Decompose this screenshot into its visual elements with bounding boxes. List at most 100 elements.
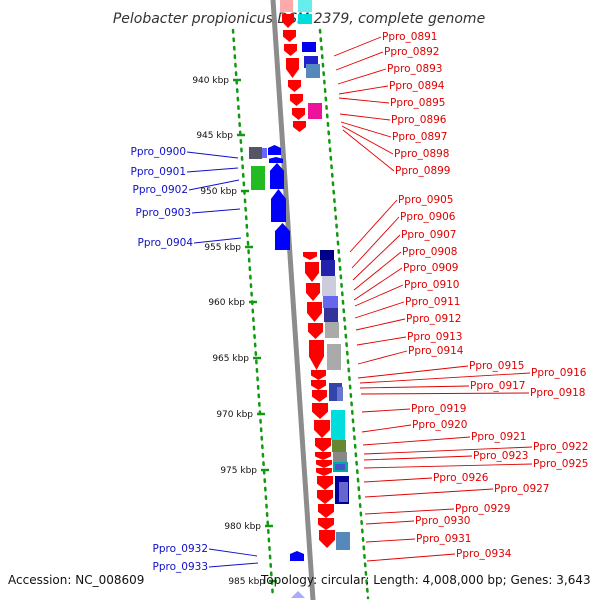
gene-label[interactable]: Ppro_0908 (402, 246, 457, 258)
ruler-tick-label: 950 kbp (200, 187, 237, 197)
gene-block (322, 276, 336, 296)
kbp-ruler: 940 kbp 945 kbp 950 kbp 955 kbp 960 kbp 965 k… (192, 76, 277, 587)
gene-label[interactable]: Ppro_0929 (455, 503, 510, 515)
ruler-tick-label: 975 kbp (220, 466, 257, 476)
forward-gene-arrow (282, 14, 294, 28)
reverse-gene-arrow (270, 163, 284, 189)
forward-gene-arrow (316, 468, 332, 476)
leader-line (340, 121, 392, 138)
gene-label[interactable]: Ppro_0899 (395, 165, 450, 177)
gene-labels: Ppro_0891 Ppro_0892 Ppro_0893 Ppro_0894 Ppro… (131, 31, 589, 573)
gene-label[interactable]: Ppro_0893 (387, 63, 442, 75)
gene-block (336, 532, 350, 550)
gene-label[interactable]: Ppro_0930 (415, 515, 470, 527)
gene-block (325, 322, 339, 338)
dotted-tracks (231, 28, 370, 600)
leader-line (186, 151, 239, 159)
gene-label[interactable]: Ppro_0895 (390, 97, 445, 109)
ruler-tick-label: 945 kbp (196, 131, 233, 141)
leader-line (359, 385, 470, 389)
gene-block (323, 296, 338, 308)
leader-line (364, 508, 455, 515)
ruler-tick-label: 965 kbp (212, 354, 249, 364)
leader-line (335, 51, 384, 71)
gene-block (306, 64, 320, 78)
gene-label[interactable]: Ppro_0922 (533, 441, 588, 453)
forward-gene-arrow (311, 380, 326, 390)
gene-label[interactable]: Ppro_0934 (456, 548, 512, 560)
forward-gene-arrow (308, 323, 323, 339)
forward-gene-arrow (293, 121, 306, 132)
gene-label[interactable]: Ppro_0913 (407, 331, 462, 343)
ruler-tick-label: 985 kbp (228, 577, 265, 587)
forward-gene-arrow (317, 490, 333, 504)
genome-backbone (270, 0, 316, 600)
leader-line (365, 538, 416, 543)
gene-label[interactable]: Ppro_0901 (131, 166, 186, 178)
gene-label[interactable]: Ppro_0916 (531, 367, 587, 379)
gene-label[interactable]: Ppro_0903 (136, 207, 191, 219)
forward-gene-arrow (316, 460, 332, 468)
gene-label[interactable]: Ppro_0931 (416, 533, 471, 545)
forward-gene-arrow (307, 302, 322, 322)
reverse-gene-arrow (275, 223, 290, 250)
gene-label[interactable]: Ppro_0914 (408, 345, 464, 357)
gene-label[interactable]: Ppro_0918 (530, 387, 585, 399)
gene-label[interactable]: Ppro_0927 (494, 483, 549, 495)
gene-block (337, 387, 343, 401)
gene-block (302, 42, 316, 52)
leader-line (361, 424, 412, 433)
gene-label[interactable]: Ppro_0912 (406, 313, 461, 325)
gene-label[interactable]: Ppro_0907 (401, 229, 456, 241)
reverse-gene-arrow (291, 591, 305, 598)
forward-gene-arrow (286, 58, 299, 78)
gene-label[interactable]: Ppro_0905 (398, 194, 453, 206)
leader-line (354, 284, 404, 307)
gene-label[interactable]: Ppro_0897 (392, 131, 447, 143)
gene-label[interactable]: Ppro_0917 (470, 380, 525, 392)
gene-label[interactable]: Ppro_0904 (138, 237, 194, 249)
gene-label[interactable]: Ppro_0892 (384, 46, 439, 58)
gene-block (262, 148, 267, 158)
gene-label[interactable]: Ppro_0900 (131, 146, 186, 158)
leader-line (363, 446, 533, 455)
leader-line (186, 167, 239, 173)
leader-line (208, 562, 259, 568)
gene-label[interactable]: Ppro_0932 (153, 543, 208, 555)
gene-block (335, 464, 345, 470)
gene-block (339, 482, 348, 502)
label-leader-lines (186, 36, 533, 568)
gene-label[interactable]: Ppro_0896 (391, 114, 447, 126)
gene-block (332, 440, 346, 452)
leader-line (363, 477, 433, 483)
gene-label[interactable]: Ppro_0902 (133, 184, 188, 196)
gene-label[interactable]: Ppro_0911 (405, 296, 460, 308)
gene-block (321, 260, 335, 276)
gene-block (298, 14, 312, 24)
forward-gene-arrow (315, 438, 331, 452)
gene-label[interactable]: Ppro_0909 (403, 262, 458, 274)
gene-label[interactable]: Ppro_0894 (389, 80, 445, 92)
gene-label[interactable]: Ppro_0919 (411, 403, 466, 415)
forward-gene-arrow (317, 476, 333, 490)
gene-label[interactable]: Ppro_0910 (404, 279, 459, 291)
gene-glyphs (249, 0, 350, 598)
gene-label[interactable]: Ppro_0915 (469, 360, 524, 372)
forward-gene-arrow (312, 403, 328, 419)
gene-label[interactable]: Ppro_0906 (400, 211, 456, 223)
leader-line (339, 113, 391, 121)
leader-line (362, 436, 471, 446)
genome-summary: Topology: circular; Length: 4,008,000 bp… (261, 573, 591, 587)
leader-line (363, 455, 473, 461)
gene-label[interactable]: Ppro_0926 (433, 472, 489, 484)
gene-label[interactable]: Ppro_0898 (394, 148, 449, 160)
gene-label[interactable]: Ppro_0891 (382, 31, 437, 43)
gene-label[interactable]: Ppro_0921 (471, 431, 526, 443)
ruler-tick-label: 980 kbp (224, 522, 261, 532)
gene-label[interactable]: Ppro_0933 (153, 561, 208, 573)
gene-label[interactable]: Ppro_0920 (412, 419, 467, 431)
gene-label[interactable]: Ppro_0925 (533, 458, 588, 470)
gene-label[interactable]: Ppro_0923 (473, 450, 528, 462)
gene-block (327, 344, 341, 370)
